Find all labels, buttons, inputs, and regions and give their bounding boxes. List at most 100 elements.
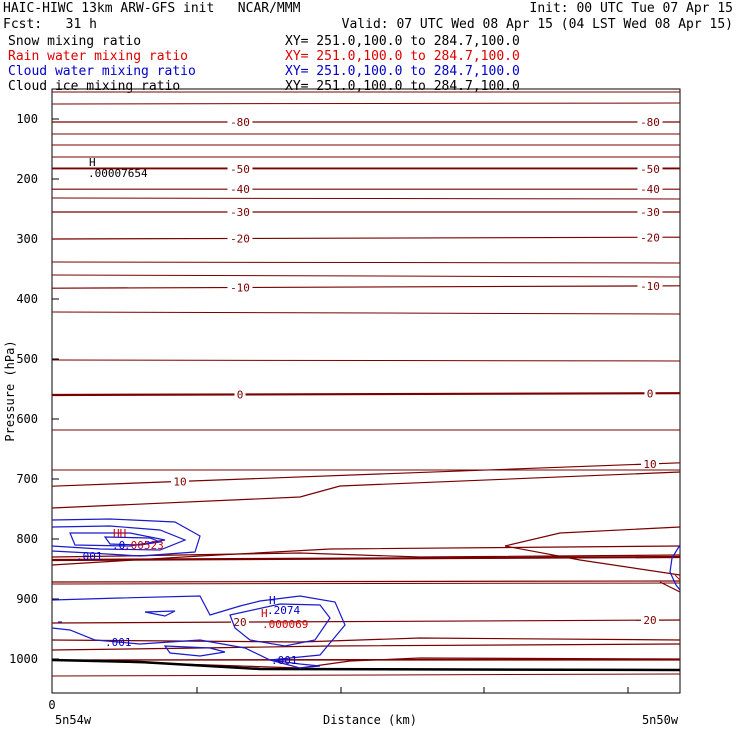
cloud-water-contour bbox=[669, 544, 681, 591]
y-tick-label: 600 bbox=[16, 412, 38, 426]
isotherm-label-bg bbox=[234, 388, 246, 400]
isotherm-label-bg bbox=[637, 162, 663, 174]
field-snow-label: Snow mixing ratio bbox=[8, 34, 142, 49]
cloud-water-max-left-value: .00523 bbox=[124, 539, 164, 552]
cloud-water-contour bbox=[51, 525, 187, 551]
isotherm-line bbox=[504, 526, 681, 547]
isotherm-line bbox=[51, 555, 681, 562]
isotherm-line bbox=[51, 236, 681, 240]
field-rain-label: Rain water mixing ratio bbox=[8, 49, 189, 64]
isotherm-label: 10 bbox=[173, 475, 186, 488]
x-axis bbox=[51, 687, 629, 693]
cloud-water-contour-label: .001 bbox=[271, 654, 298, 667]
cloud-water-contour bbox=[144, 610, 176, 617]
isotherm-line bbox=[659, 581, 681, 593]
cloud-water-contours bbox=[51, 518, 681, 669]
plot-frame bbox=[51, 88, 681, 694]
y-tick-label: 800 bbox=[16, 532, 38, 546]
isotherm-line bbox=[51, 102, 681, 105]
plot-title: HAIC-HIWC 13km ARW-GFS init NCAR/MMM bbox=[3, 1, 301, 16]
rain-max-left-value: .0 bbox=[112, 539, 125, 552]
isotherm-label-bg bbox=[637, 116, 663, 127]
isotherm-label-bg bbox=[227, 206, 253, 217]
y-tick-label: 1000 bbox=[9, 652, 38, 666]
init-time: Init: 00 UTC Tue 07 Apr 15 bbox=[529, 1, 734, 16]
cloud-water-contour bbox=[229, 603, 331, 647]
forecast-hour: Fcst: 31 h bbox=[3, 17, 97, 32]
isotherm-line bbox=[51, 274, 681, 278]
isotherm-line bbox=[51, 285, 681, 289]
low-level-isotherms bbox=[51, 471, 681, 669]
isotherm-label-bg bbox=[637, 231, 663, 243]
isotherm-label-bg bbox=[227, 232, 253, 244]
isotherm-line bbox=[51, 359, 681, 362]
field-rain-xy: XY= 251.0,100.0 to 284.7,100.0 bbox=[285, 49, 520, 64]
cloud-water-max-mid-value: .2074 bbox=[267, 604, 300, 617]
isotherm-label-bg bbox=[227, 281, 253, 293]
valid-time: Valid: 07 UTC Wed 08 Apr 15 (04 LST Wed … bbox=[341, 17, 733, 32]
x-left-label: 5n54w bbox=[55, 713, 92, 727]
isotherm-label-bg bbox=[227, 162, 253, 174]
y-axis-title: Pressure (hPa) bbox=[3, 340, 17, 441]
isotherm-label-bg bbox=[227, 116, 253, 127]
x-right-label: 5n50w bbox=[642, 713, 679, 727]
cloud-water-max-left-marker: HH bbox=[113, 527, 126, 540]
isotherm-label: 10 bbox=[643, 458, 656, 471]
isotherm-label: 20 bbox=[233, 616, 246, 629]
ground-surface bbox=[51, 658, 681, 672]
isotherm-label-bg bbox=[637, 279, 663, 291]
x-axis-title: Distance (km) bbox=[323, 713, 417, 727]
isotherm-line bbox=[51, 392, 681, 397]
isotherm-line bbox=[51, 545, 681, 566]
isotherm-label: -50 bbox=[230, 163, 250, 176]
isotherm-line bbox=[51, 619, 681, 624]
isotherm-label-bg bbox=[637, 183, 663, 195]
isotherm-label: -80 bbox=[230, 116, 250, 129]
y-tick-label: 700 bbox=[16, 472, 38, 486]
y-tick-label: 200 bbox=[16, 172, 38, 186]
isotherm-label-bg bbox=[171, 475, 189, 487]
isotherm-label: -10 bbox=[640, 280, 660, 293]
y-tick-label: 900 bbox=[16, 592, 38, 606]
field-cloud-ice-xy: XY= 251.0,100.0 to 284.7,100.0 bbox=[285, 79, 520, 94]
snow-max-marker: H bbox=[89, 156, 96, 169]
isotherm-line bbox=[51, 582, 681, 585]
field-cloud-water-xy: XY= 251.0,100.0 to 284.7,100.0 bbox=[285, 64, 520, 79]
y-tick-label: 300 bbox=[16, 232, 38, 246]
cloud-water-contour bbox=[51, 595, 346, 661]
rain-max-mid-marker: H bbox=[261, 607, 268, 620]
isotherm-label: -50 bbox=[640, 163, 660, 176]
isotherm-line bbox=[51, 261, 681, 264]
isotherm-label-bg bbox=[231, 616, 249, 628]
isotherm-line bbox=[51, 580, 681, 583]
cloud-water-max-mid-marker: H bbox=[269, 594, 276, 607]
isotherm-lines: -80 -80 -50 -50 -40 -40 -30 -30 -20 -20 -10 -10 0 0 10… bbox=[51, 116, 681, 629]
isotherm-line bbox=[51, 197, 681, 200]
isotherm-label: -10 bbox=[230, 281, 250, 294]
isotherm-line bbox=[51, 462, 681, 487]
y-tick-label: 100 bbox=[16, 112, 38, 126]
cloud-water-contour bbox=[69, 532, 166, 547]
isotherm-line bbox=[51, 311, 681, 315]
isotherm-label: -20 bbox=[230, 232, 250, 245]
isotherm-label: -20 bbox=[640, 231, 660, 244]
cloud-water-contour bbox=[163, 645, 226, 657]
field-cloud-water-label: Cloud water mixing ratio bbox=[8, 64, 196, 79]
cloud-water-contour bbox=[51, 518, 201, 557]
isotherm-label: -40 bbox=[230, 183, 250, 196]
rain-water-contour bbox=[674, 574, 681, 581]
isotherm-label-bg bbox=[641, 614, 659, 626]
isotherm-label-bg bbox=[227, 183, 253, 195]
isotherm-label-bg bbox=[644, 387, 656, 399]
isotherm-label: -40 bbox=[640, 183, 660, 196]
cloud-water-contour-label: .001 bbox=[105, 636, 132, 649]
isotherm-line bbox=[51, 673, 681, 677]
isotherm-label: 20 bbox=[643, 614, 656, 627]
isotherm-label-bg bbox=[641, 457, 659, 469]
y-tick-label: 500 bbox=[16, 352, 38, 366]
isotherm-label: 0 bbox=[647, 387, 654, 400]
isotherm-line bbox=[51, 552, 681, 558]
isotherm-label-bg bbox=[637, 206, 663, 217]
x-tick-label-zero: 0 bbox=[48, 698, 55, 712]
